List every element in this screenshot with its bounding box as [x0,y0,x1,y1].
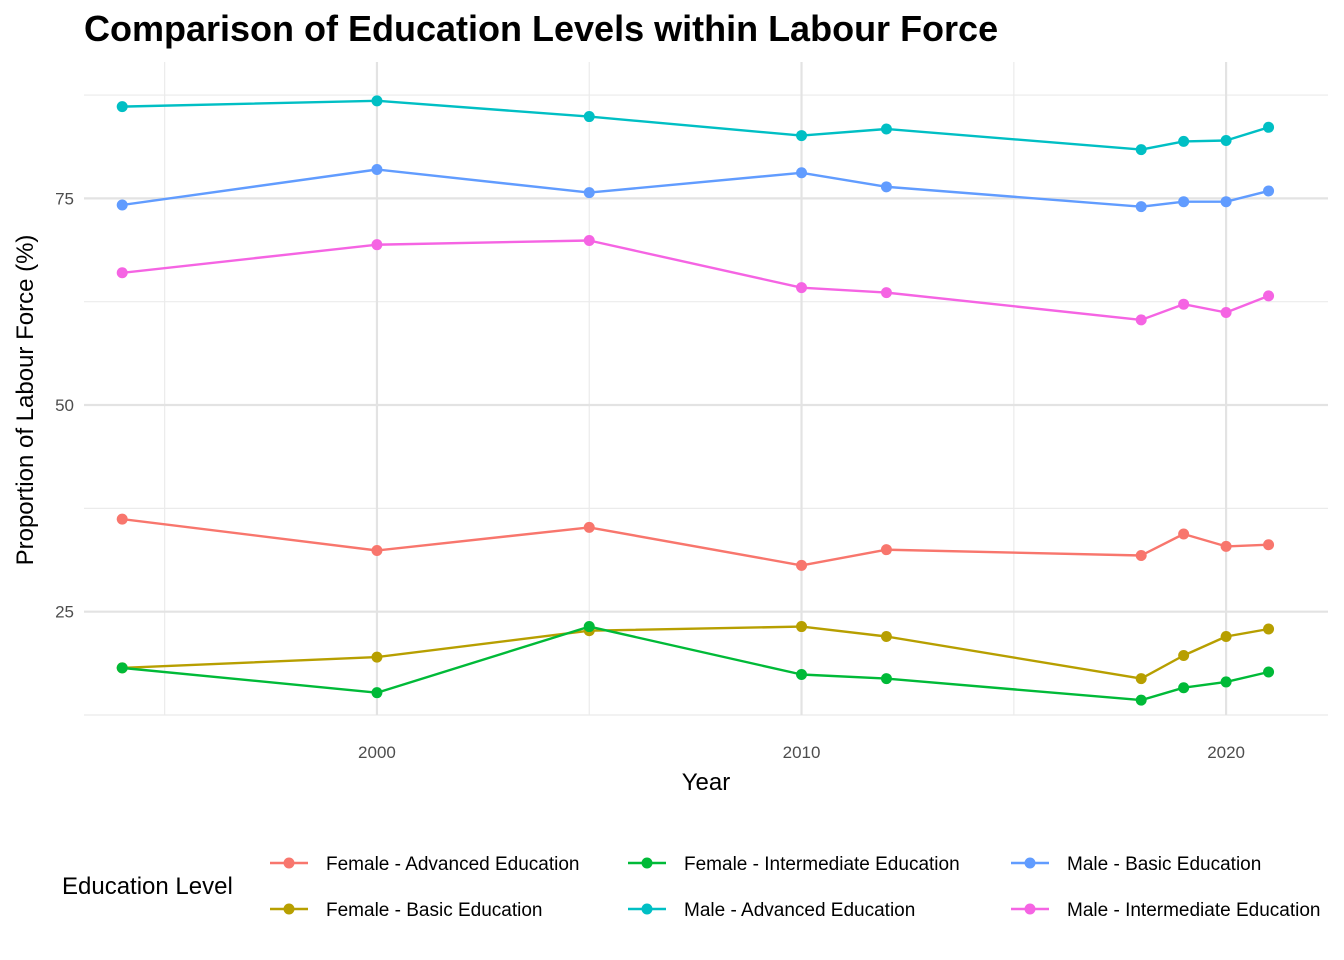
data-point [1135,144,1147,156]
data-point [1178,528,1190,540]
legend-label: Female - Intermediate Education [684,854,960,875]
data-point [1263,290,1275,302]
series-group [116,95,1275,706]
legend-key-point [1024,903,1036,915]
data-point [796,167,808,179]
series-line [122,625,1269,680]
data-point [116,662,128,674]
series-line [122,99,1269,151]
legend-label: Male - Advanced Education [684,900,915,921]
x-axis-title: Year [682,769,731,796]
data-point [1220,676,1232,688]
data-point [116,513,128,525]
data-point [583,111,595,123]
x-tick-label: 2000 [358,743,396,762]
legend-item: Female - Basic Education [270,900,543,921]
data-point [796,559,808,571]
y-tick-label: 75 [55,189,74,208]
y-tick-label: 25 [55,603,74,622]
data-point [796,282,808,294]
legend-key-point [283,903,295,915]
data-point [371,239,383,251]
legend: Education Level Female - Advanced Educat… [62,854,1320,921]
legend-key-point [641,903,653,915]
data-point [880,287,892,299]
chart-title: Comparison of Education Levels within La… [84,8,998,49]
data-point [796,621,808,633]
legend-label: Female - Advanced Education [326,854,580,875]
x-tick-label: 2010 [783,743,821,762]
series-line [122,517,1269,567]
legend-item: Female - Intermediate Education [628,854,960,875]
data-point [880,123,892,135]
data-point [1263,185,1275,197]
data-point [583,235,595,247]
data-point [880,544,892,556]
series-male-advanced-education [116,95,1275,156]
data-point [1178,298,1190,310]
data-point [796,668,808,680]
series-male-basic-education [116,163,1275,213]
legend-label: Female - Basic Education [326,900,543,921]
data-point [796,130,808,142]
legend-label: Male - Intermediate Education [1067,900,1320,921]
series-female-advanced-education [116,513,1275,571]
legend-item: Male - Basic Education [1011,854,1261,875]
x-tick-label: 2020 [1207,743,1245,762]
data-point [1178,682,1190,694]
x-axis-tick-labels: 2000 2010 2020 [358,743,1245,762]
legend-item: Male - Advanced Education [628,900,915,921]
data-point [116,267,128,279]
data-point [371,545,383,557]
data-point [583,521,595,533]
legend-item: Female - Advanced Education [270,854,580,875]
legend-key-point [641,857,653,869]
data-point [880,630,892,642]
data-point [1263,539,1275,551]
data-point [1263,623,1275,635]
data-point [1263,121,1275,133]
data-point [371,95,383,107]
data-point [1135,673,1147,685]
data-point [1220,196,1232,208]
series-line [122,168,1269,208]
y-axis-title: Proportion of Labour Force (%) [12,235,39,566]
series-female-basic-education [116,621,1275,685]
data-point [583,187,595,199]
legend-items: Female - Advanced Education Female - Basi… [270,854,1320,921]
series-male-intermediate-education [116,235,1275,326]
series-line [122,625,1269,702]
data-point [116,199,128,211]
data-point [1220,630,1232,642]
series-female-intermediate-education [116,621,1275,706]
y-axis-tick-labels: 25 50 75 [55,189,74,621]
data-point [1135,694,1147,706]
data-point [1178,196,1190,208]
legend-key-point [283,857,295,869]
data-point [116,101,128,113]
data-point [1178,649,1190,661]
legend-key-point [1024,857,1036,869]
data-point [371,687,383,699]
data-point [880,673,892,685]
legend-item: Male - Intermediate Education [1011,900,1320,921]
data-point [1135,314,1147,326]
data-point [583,621,595,633]
data-point [1135,549,1147,561]
data-point [1135,201,1147,213]
y-tick-label: 50 [55,396,74,415]
data-point [1263,666,1275,678]
data-point [1220,306,1232,318]
legend-title: Education Level [62,873,233,900]
data-point [371,651,383,663]
data-point [1220,540,1232,552]
legend-label: Male - Basic Education [1067,854,1261,875]
grid [84,62,1328,716]
data-point [371,163,383,175]
series-line [122,239,1270,322]
data-point [1178,135,1190,147]
data-point [880,181,892,193]
data-point [1220,135,1232,147]
